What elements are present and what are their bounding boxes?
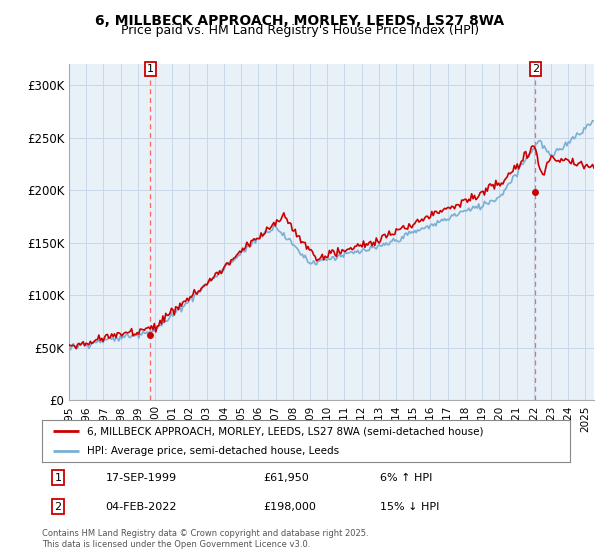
Text: £61,950: £61,950 [264,473,310,483]
Text: 6, MILLBECK APPROACH, MORLEY, LEEDS, LS27 8WA: 6, MILLBECK APPROACH, MORLEY, LEEDS, LS2… [95,14,505,28]
Text: 2: 2 [54,502,61,512]
Text: 04-FEB-2022: 04-FEB-2022 [106,502,177,512]
Text: 15% ↓ HPI: 15% ↓ HPI [380,502,439,512]
Text: Contains HM Land Registry data © Crown copyright and database right 2025.
This d: Contains HM Land Registry data © Crown c… [42,529,368,549]
Text: £198,000: £198,000 [264,502,317,512]
Text: 6, MILLBECK APPROACH, MORLEY, LEEDS, LS27 8WA (semi-detached house): 6, MILLBECK APPROACH, MORLEY, LEEDS, LS2… [87,426,484,436]
Text: 17-SEP-1999: 17-SEP-1999 [106,473,176,483]
Text: 1: 1 [55,473,61,483]
Text: 2: 2 [532,64,539,74]
Text: 6% ↑ HPI: 6% ↑ HPI [380,473,432,483]
Text: Price paid vs. HM Land Registry's House Price Index (HPI): Price paid vs. HM Land Registry's House … [121,24,479,36]
Text: 1: 1 [146,64,154,74]
Text: HPI: Average price, semi-detached house, Leeds: HPI: Average price, semi-detached house,… [87,446,339,456]
